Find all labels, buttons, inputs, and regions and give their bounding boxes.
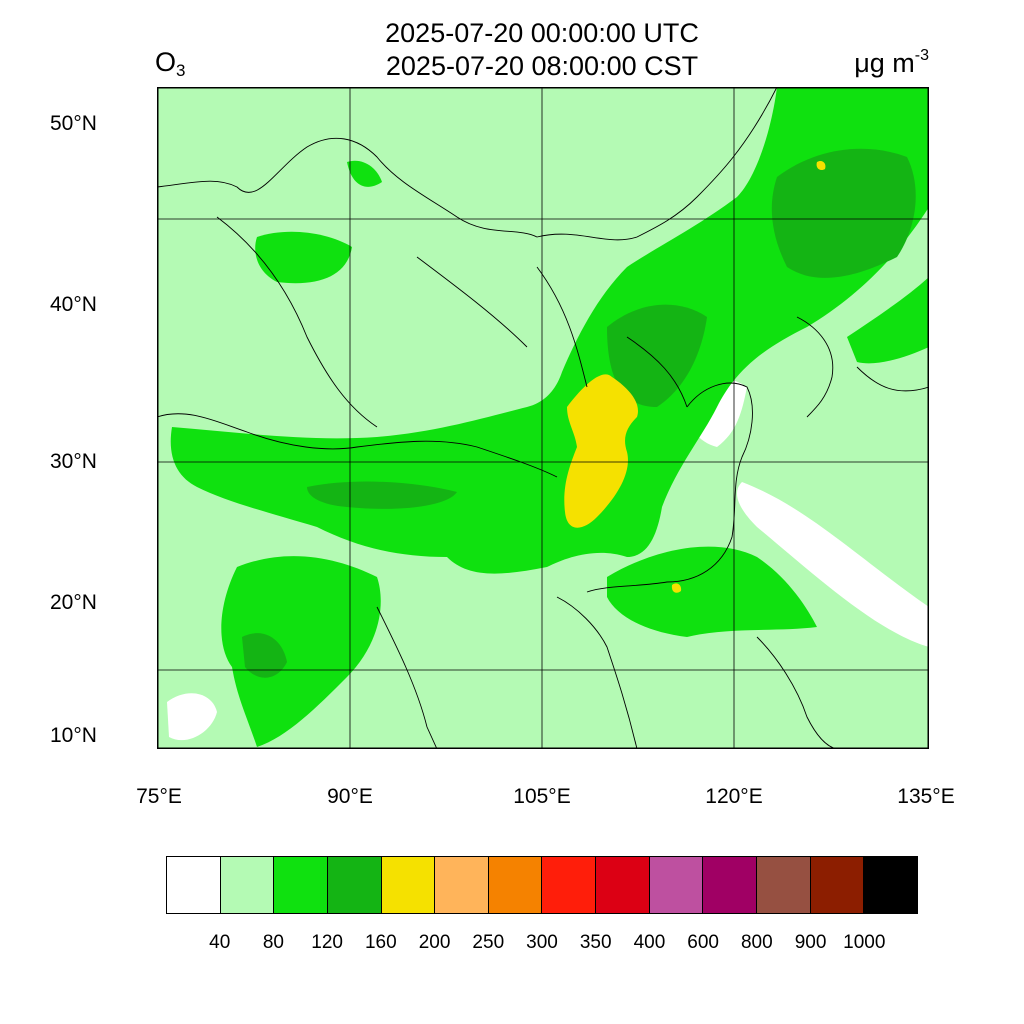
colorbar-box (167, 857, 221, 913)
ozone-core-tibet (307, 481, 457, 509)
ozone-plume-south-china-sea (607, 546, 817, 637)
colorbar-box (703, 857, 758, 913)
colorbar-box (381, 857, 436, 913)
colorbar-box (596, 857, 650, 913)
colorbar-label: 400 (633, 932, 666, 953)
ozone-plume-southwest (170, 87, 929, 574)
ozone-patch-north (347, 160, 382, 187)
lon-tick-label: 90°E (327, 785, 373, 808)
variable-main: O (155, 47, 177, 77)
lat-tick-label: 10°N (50, 724, 97, 747)
colorbar-label: 250 (472, 932, 505, 953)
variable-label: O3 (155, 47, 185, 81)
ozone-core-bengal (242, 633, 287, 678)
low-ozone-region-east-sea (737, 482, 929, 647)
ozone-hotspot-central-china (564, 374, 638, 528)
colorbar-label: 600 (687, 932, 719, 953)
map-frame (157, 87, 929, 749)
colorbar-label: 40 (209, 932, 231, 953)
ozone-concentration-map (157, 87, 929, 749)
lat-tick-label: 20°N (50, 591, 97, 614)
colorbar-box (757, 857, 811, 913)
colorbar-box (810, 857, 865, 913)
lon-tick-label: 105°E (513, 785, 571, 808)
coastline-borders (157, 87, 929, 749)
lat-tick-label: 50°N (50, 112, 97, 135)
lon-tick-label: 135°E (897, 785, 955, 808)
graticule (157, 87, 929, 749)
ozone-hotspot-small (671, 583, 682, 593)
colorbar-box (488, 857, 543, 913)
colorbar-label: 80 (262, 932, 284, 953)
lat-tick-label: 30°N (50, 450, 97, 473)
ozone-core-northeast (771, 148, 916, 278)
ozone-core-north-china (607, 304, 707, 407)
ozone-patch-tarim (255, 231, 352, 284)
unit-main: μg m (854, 48, 915, 78)
map-title-cst: 2025-07-20 08:00:00 CST (385, 51, 699, 81)
colorbar-box (435, 857, 489, 913)
colorbar-box (542, 857, 597, 913)
colorbar-box (274, 857, 328, 913)
unit-label: μg m-3 (854, 47, 929, 79)
colorbar-box (864, 857, 917, 913)
colorbar-label: 200 (418, 932, 451, 953)
colorbar-label: 1000 (843, 932, 886, 953)
colorbar-label: 350 (579, 932, 612, 953)
lon-tick-label: 120°E (705, 785, 763, 808)
map-title-utc: 2025-07-20 00:00:00 UTC (385, 18, 699, 48)
unit-superscript: -3 (914, 47, 929, 64)
low-ozone-region-bay (167, 693, 217, 741)
colorbar-label: 120 (311, 932, 343, 953)
variable-subscript: 3 (176, 61, 186, 80)
colorbar-label: 160 (364, 932, 397, 953)
colorbar-box (327, 857, 382, 913)
colorbar-box (649, 857, 704, 913)
lat-tick-label: 40°N (50, 293, 97, 316)
colorbar (166, 856, 918, 914)
ozone-plume-korea (847, 277, 929, 364)
lon-tick-label: 75°E (136, 785, 182, 808)
colorbar-label: 300 (526, 932, 558, 953)
colorbar-label: 800 (740, 932, 773, 953)
colorbar-box (220, 857, 275, 913)
colorbar-label: 900 (794, 932, 827, 953)
ozone-plume-bay-of-bengal (221, 556, 381, 747)
ozone-hotspot-northeast (816, 160, 826, 171)
